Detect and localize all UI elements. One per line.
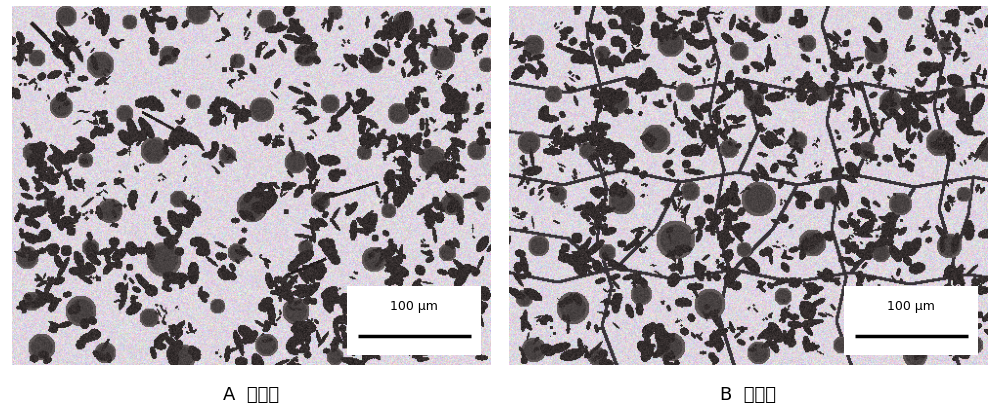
Text: A  腐蚀前: A 腐蚀前 xyxy=(223,386,280,404)
Bar xyxy=(844,286,978,354)
Text: B  腐蚀后: B 腐蚀后 xyxy=(720,386,776,404)
Text: 100 μm: 100 μm xyxy=(390,300,438,313)
Bar xyxy=(347,286,481,354)
Text: 100 μm: 100 μm xyxy=(887,300,935,313)
